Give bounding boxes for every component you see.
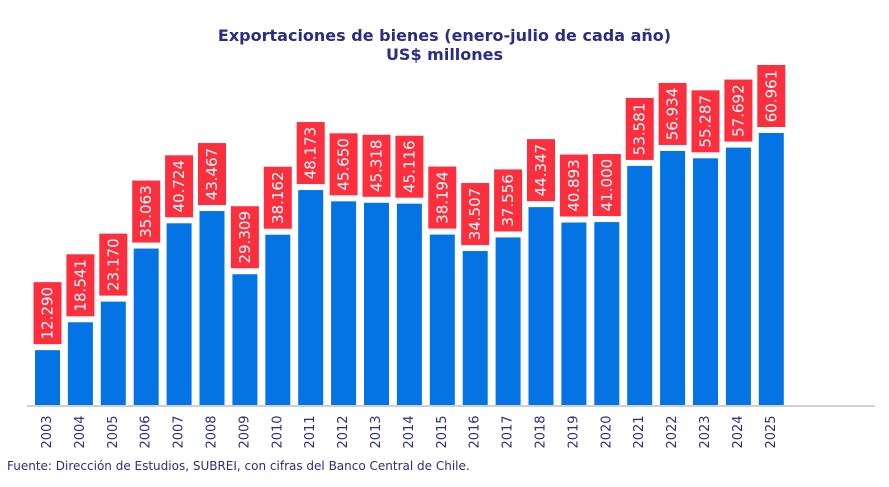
bar-2017 <box>495 237 521 405</box>
bar-2013 <box>364 202 389 405</box>
bar-2015 <box>429 234 455 405</box>
data-label-2020: 41.000 <box>598 159 616 212</box>
data-label-2007: 40.724 <box>170 160 188 213</box>
data-label-2006: 35.063 <box>137 185 155 238</box>
bar-2009 <box>232 274 258 405</box>
data-label-box-2007 <box>165 155 194 218</box>
bar-2007 <box>166 223 192 405</box>
bar-2014 <box>396 203 422 405</box>
data-label-box-2023 <box>691 90 720 153</box>
data-label-box-2003 <box>33 282 62 345</box>
data-label-2019: 40.893 <box>565 159 583 212</box>
bar-2023 <box>693 158 718 405</box>
bar-2016 <box>462 251 488 405</box>
data-label-box-2015 <box>428 166 457 229</box>
data-label-box-2005 <box>99 233 128 296</box>
x-tick-2025: 2025 <box>764 415 779 448</box>
data-label-2018: 44.347 <box>532 144 550 197</box>
bar-2004 <box>67 322 93 405</box>
bar-2021 <box>627 165 653 405</box>
bars-group: 12.290 18.541 23.170 35.063 40.724 43.467 29.3… <box>33 65 786 405</box>
bar-2006 <box>133 248 159 405</box>
x-tick-2012: 2012 <box>336 415 351 448</box>
x-tick-2009: 2009 <box>237 415 252 448</box>
bar-2025 <box>758 133 784 405</box>
data-label-box-2024 <box>724 79 753 142</box>
data-label-box-2025 <box>757 65 786 127</box>
data-label-2022: 56.934 <box>664 88 682 141</box>
x-tick-2021: 2021 <box>632 415 647 448</box>
data-label-2021: 53.581 <box>631 103 649 156</box>
x-tick-2016: 2016 <box>468 415 483 448</box>
data-label-2024: 57.692 <box>729 84 747 136</box>
data-label-2012: 45.650 <box>335 138 353 191</box>
x-tick-2023: 2023 <box>698 415 713 448</box>
bar-2011 <box>298 190 324 405</box>
data-label-2003: 12.290 <box>39 287 57 340</box>
x-tick-2008: 2008 <box>205 415 220 448</box>
bar-2005 <box>100 301 126 405</box>
data-label-2008: 43.467 <box>203 148 221 201</box>
data-label-2015: 38.194 <box>433 171 451 224</box>
data-label-box-2011 <box>296 122 325 185</box>
data-label-2025: 60.961 <box>762 70 780 123</box>
x-tick-2017: 2017 <box>501 415 516 448</box>
data-label-box-2013 <box>362 134 391 197</box>
x-tick-2024: 2024 <box>731 415 746 448</box>
x-tick-2004: 2004 <box>73 415 88 448</box>
data-label-box-2020 <box>592 154 621 217</box>
bar-2012 <box>331 201 357 405</box>
data-label-box-2012 <box>329 133 358 196</box>
data-label-box-2010 <box>263 166 292 229</box>
data-label-box-2017 <box>494 169 523 232</box>
bar-2008 <box>199 211 225 405</box>
data-label-2023: 55.287 <box>697 95 715 148</box>
x-tick-2010: 2010 <box>270 415 285 448</box>
x-tick-2022: 2022 <box>665 415 680 448</box>
data-label-box-2016 <box>461 183 490 246</box>
source-note: Fuente: Dirección de Estudios, SUBREI, c… <box>7 459 470 473</box>
x-tick-2019: 2019 <box>566 415 581 448</box>
data-label-box-2004 <box>66 254 95 317</box>
data-label-2013: 45.318 <box>368 140 386 193</box>
data-label-2004: 18.541 <box>71 259 89 312</box>
chart-subtitle: US$ millones <box>385 45 504 64</box>
x-tick-2005: 2005 <box>106 415 121 448</box>
bar-2022 <box>660 150 686 405</box>
data-label-box-2006 <box>132 180 161 243</box>
data-label-box-2022 <box>658 82 687 145</box>
bar-2010 <box>265 234 291 405</box>
x-tick-2018: 2018 <box>534 415 549 448</box>
x-tick-2013: 2013 <box>369 415 384 448</box>
data-label-box-2018 <box>527 139 555 202</box>
data-label-box-2019 <box>559 154 588 217</box>
x-tick-2006: 2006 <box>139 415 154 448</box>
x-tick-2020: 2020 <box>599 415 614 448</box>
data-label-2016: 34.507 <box>466 188 484 241</box>
bar-2018 <box>528 207 554 405</box>
bar-2003 <box>35 350 60 405</box>
data-label-box-2008 <box>198 143 226 206</box>
data-label-box-2009 <box>230 206 259 269</box>
x-tick-labels: 2003 2004 2005 2006 2007 2008 2009 2010 2011 2012… <box>40 415 779 448</box>
x-tick-2003: 2003 <box>40 415 55 448</box>
x-tick-2007: 2007 <box>172 415 187 448</box>
data-label-2011: 48.173 <box>302 127 320 180</box>
data-label-2014: 45.116 <box>400 140 418 193</box>
data-label-2005: 23.170 <box>104 238 122 291</box>
chart-title-block: Exportaciones de bienes (enero-julio de … <box>0 26 889 64</box>
data-label-2009: 29.309 <box>236 211 254 264</box>
bar-2024 <box>725 147 751 405</box>
bar-2020 <box>594 222 620 405</box>
data-label-2010: 38.162 <box>269 171 287 224</box>
chart-title: Exportaciones de bienes (enero-julio de … <box>217 26 672 45</box>
bar-2019 <box>561 222 587 405</box>
x-tick-2011: 2011 <box>303 415 318 448</box>
x-tick-2015: 2015 <box>435 415 450 448</box>
data-label-box-2014 <box>395 135 424 198</box>
data-label-2017: 37.556 <box>499 174 517 227</box>
data-label-box-2021 <box>625 97 654 160</box>
x-tick-2014: 2014 <box>402 415 417 448</box>
